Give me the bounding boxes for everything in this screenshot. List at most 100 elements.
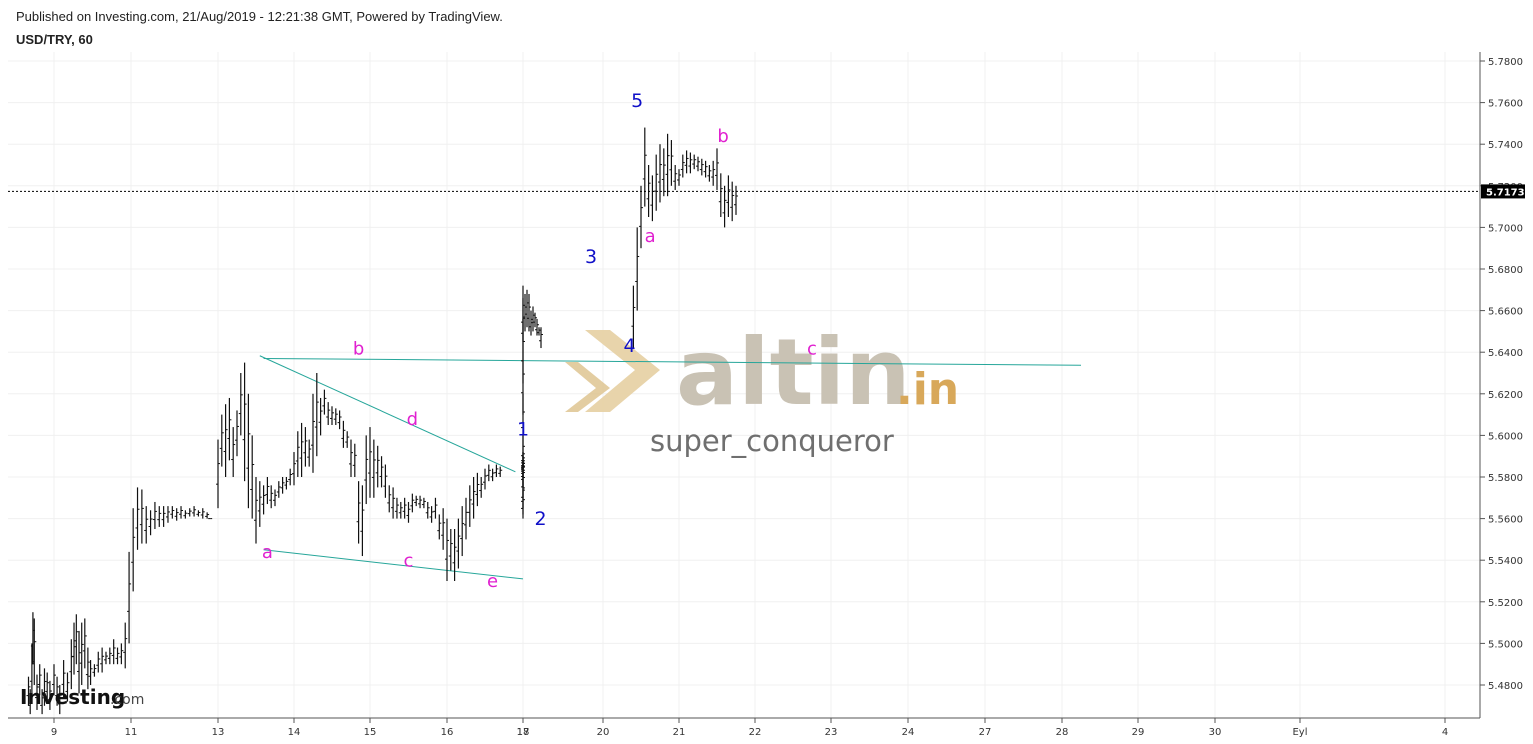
ohlc-bar [406, 501, 411, 523]
trendline[interactable] [263, 549, 524, 580]
ohlc-bar [467, 485, 472, 527]
ohlc-bar [680, 154, 685, 178]
y-tick-label: 5.6400 [1488, 348, 1523, 359]
wave-label-blue: 5 [631, 90, 643, 112]
wave-label-pink: a [645, 226, 656, 247]
ohlc-bar [337, 410, 342, 430]
investing-com: .com [110, 692, 144, 708]
ohlc-bar [345, 431, 350, 448]
x-tick-label: 30 [1209, 727, 1222, 738]
ohlc-bar [265, 477, 270, 505]
y-tick-label: 5.7800 [1488, 57, 1523, 68]
ohlc-bar [307, 439, 312, 467]
ohlc-bar [26, 676, 31, 706]
ohlc-bar [216, 439, 220, 509]
wave-labels: 1 2 3 4 5 a b c d e a b c [262, 90, 817, 592]
ohlc-bar [711, 160, 716, 186]
ohlc-bar [398, 501, 403, 519]
ohlc-bar [223, 404, 228, 477]
x-tick-label: 29 [1132, 727, 1145, 738]
trendline[interactable] [263, 357, 1082, 366]
ohlc-bar [356, 481, 361, 544]
x-tick-label: 24 [902, 727, 915, 738]
ohlc-bar [161, 506, 166, 527]
ohlc-bar [498, 466, 503, 477]
wave-label-blue: 1 [517, 418, 529, 440]
watermark-main: altin [676, 319, 911, 426]
ohlc-bar [148, 510, 153, 536]
x-tick-label: Eyl [1292, 727, 1307, 738]
ohlc-bar [269, 485, 274, 509]
ohlc-bar [707, 165, 712, 182]
ohlc-bar [231, 427, 236, 477]
ohlc-bar [192, 506, 197, 517]
ohlc-bar [57, 685, 62, 715]
ohlc-bar [40, 689, 45, 715]
y-tick-label: 5.7000 [1488, 223, 1523, 234]
trendline[interactable] [259, 355, 516, 473]
ohlc-bar [379, 456, 384, 488]
ohlc-bar [311, 393, 315, 473]
x-tick-label: 21 [673, 727, 686, 738]
ohlc-bar [703, 160, 708, 178]
ohlc-bar [111, 639, 116, 665]
ohlc-bar [527, 293, 531, 332]
ohlc-bar [276, 481, 281, 498]
x-tick-label: 18 [517, 727, 530, 738]
y-tick-label: 5.5600 [1488, 515, 1523, 526]
ohlc-bar [79, 622, 84, 685]
ohlc-bar [92, 664, 97, 677]
ohlc-bar [650, 175, 655, 222]
wave-label-pink: c [404, 550, 414, 571]
trendlines[interactable] [259, 355, 1082, 580]
ohlc-bar [375, 445, 380, 488]
ohlc-bar [35, 674, 39, 710]
ohlc-bar [368, 427, 372, 498]
y-tick-label: 5.7600 [1488, 99, 1523, 110]
ohlc-bar [205, 512, 210, 519]
x-tick-label: 17 [517, 727, 530, 738]
ohlc-bar [635, 227, 640, 311]
ohlc-bar [425, 501, 430, 519]
y-tick-label: 5.5000 [1488, 639, 1523, 650]
ohlc-bar [341, 420, 346, 448]
ohlc-bar [131, 508, 136, 592]
ohlc-bar [235, 410, 239, 457]
ohlc-bar [688, 152, 693, 174]
ohlc-bar [242, 362, 247, 482]
x-tick-label: 28 [1056, 727, 1069, 738]
ohlc-bar [72, 622, 77, 675]
ohlc-bar [456, 518, 461, 569]
wave-label-pink: a [262, 542, 273, 563]
ohlc-bar [157, 506, 162, 527]
symbol-title: USD/TRY, 60 [16, 32, 93, 47]
ohlc-bar [479, 477, 484, 498]
ohlc-bar [292, 452, 296, 486]
watermark-suffix: .in [896, 364, 959, 415]
y-axis: 5.78005.76005.74005.72005.70005.68005.66… [1480, 57, 1523, 692]
investing-logo: Investing .com [20, 685, 144, 709]
x-tick-label: 15 [364, 727, 377, 738]
ohlc-bar [414, 495, 419, 507]
investing-brand: Investing [20, 685, 125, 709]
ohlc-bar [475, 472, 480, 507]
ohlc-bar [85, 647, 90, 690]
x-tick-label: 4 [1442, 727, 1448, 738]
wave-label-blue: 4 [624, 335, 636, 357]
ohlc-bar [684, 150, 689, 174]
watermark: altin .in super_conqueror [565, 319, 959, 458]
ohlc-bar [52, 664, 56, 696]
ohlc-bar [250, 435, 255, 519]
y-tick-label: 5.6000 [1488, 431, 1523, 442]
ohlc-bar [42, 668, 47, 706]
last-price-label: 5.7173 [1486, 187, 1525, 198]
ohlc-bar [246, 393, 251, 509]
published-caption: Published on Investing.com, 21/Aug/2019 … [16, 9, 503, 24]
ohlc-bar [734, 185, 738, 215]
ohlc-bar [261, 485, 266, 515]
ohlc-bar [61, 660, 66, 698]
wave-label-pink: d [407, 409, 418, 430]
ohlc-bar [654, 154, 659, 211]
ohlc-bar [119, 643, 124, 665]
